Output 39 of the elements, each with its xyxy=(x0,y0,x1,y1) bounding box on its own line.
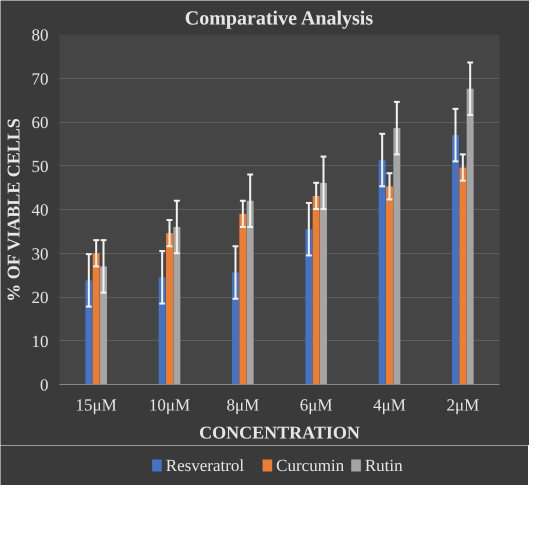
bar xyxy=(85,280,92,384)
bar xyxy=(452,135,459,384)
bar xyxy=(378,160,386,384)
bar xyxy=(320,182,327,384)
bar xyxy=(239,214,246,384)
y-tick-label: 60 xyxy=(32,113,48,132)
bar xyxy=(166,233,173,384)
y-tick-label: 80 xyxy=(32,26,48,44)
y-tick-label: 0 xyxy=(40,376,48,394)
y-tick-label: 40 xyxy=(32,200,48,220)
bar xyxy=(232,272,239,384)
bar xyxy=(305,229,312,384)
x-tick-label: 15μM xyxy=(76,396,117,414)
bar xyxy=(100,266,107,384)
bar xyxy=(246,200,254,384)
x-tick-label: 8μM xyxy=(226,396,260,414)
y-tick-label: 10 xyxy=(32,332,48,351)
bar xyxy=(92,253,100,384)
bar xyxy=(312,196,320,384)
chart-title: Comparative Analysis xyxy=(184,8,374,30)
bar xyxy=(459,168,466,384)
bar xyxy=(386,186,393,384)
x-tick-label: 4μM xyxy=(373,396,406,414)
bar xyxy=(393,128,400,384)
x-tick-label: 2μM xyxy=(446,396,480,414)
y-tick-label: 20 xyxy=(32,288,48,307)
bar xyxy=(158,277,166,384)
x-tick-label: 6μM xyxy=(300,396,333,414)
bar xyxy=(466,88,474,384)
y-tick-label: 50 xyxy=(32,156,48,176)
y-tick-label: 70 xyxy=(32,69,48,88)
legend-label: Rutin xyxy=(364,456,404,475)
x-tick-label: 10μM xyxy=(148,396,190,414)
y-axis-title: % OF VIABLE CELLS xyxy=(4,118,24,302)
bar xyxy=(173,227,180,384)
legend-label: Curcumin xyxy=(276,456,345,475)
y-tick-label: 30 xyxy=(32,244,48,264)
x-axis-title: CONCENTRATION xyxy=(199,422,360,442)
legend-label: Resveratrol xyxy=(166,456,244,475)
